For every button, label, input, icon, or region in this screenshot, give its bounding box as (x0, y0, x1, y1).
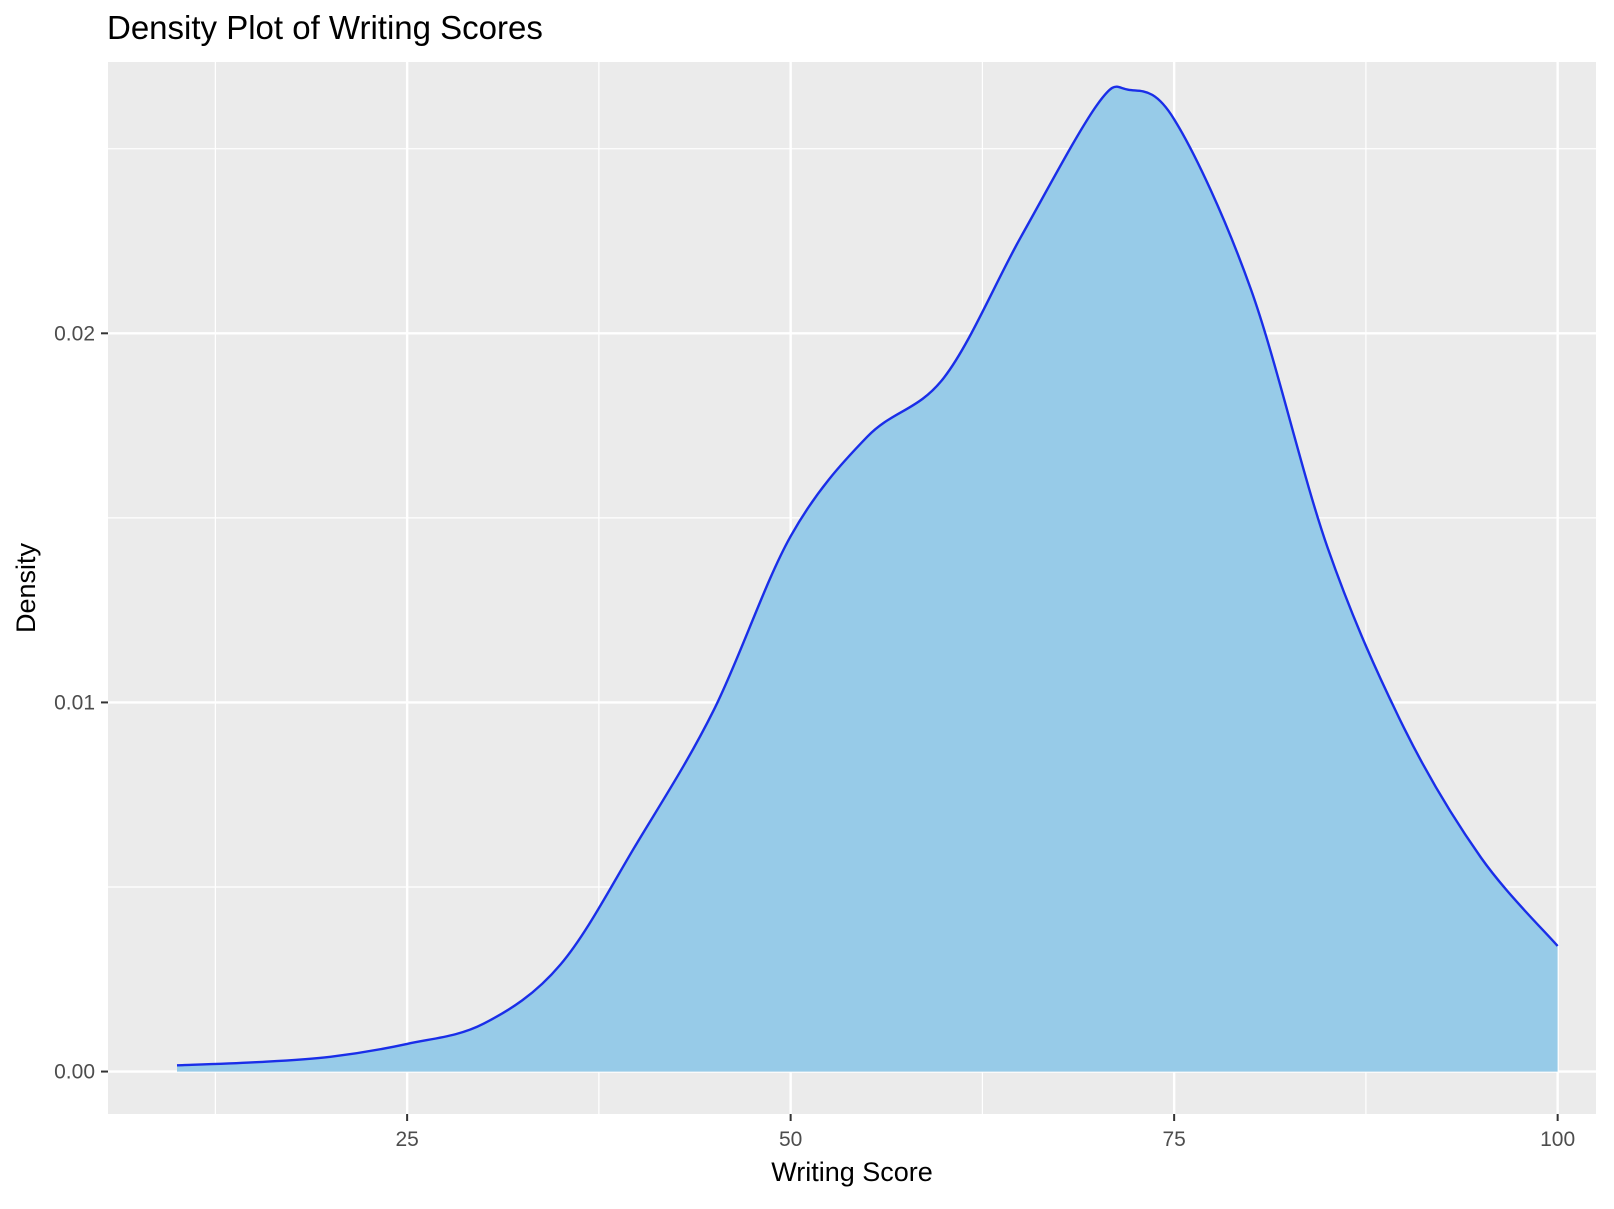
x-tick-label: 75 (1162, 1128, 1185, 1151)
x-tick-label: 50 (779, 1128, 802, 1151)
y-axis-title: Density (11, 542, 41, 633)
chart-title: Density Plot of Writing Scores (107, 9, 543, 46)
y-tick-label: 0.02 (54, 322, 95, 345)
x-tick-label: 100 (1540, 1128, 1575, 1151)
x-axis-title: Writing Score (771, 1157, 933, 1187)
y-axis: 0.00 0.01 0.02 (54, 322, 108, 1084)
x-axis: 25 50 75 100 (395, 1114, 1575, 1151)
x-tick-label: 25 (395, 1128, 418, 1151)
density-area (177, 86, 1558, 1072)
y-tick-label: 0.01 (54, 691, 95, 714)
y-tick-label: 0.00 (54, 1061, 95, 1084)
density-line (176, 85, 1559, 1067)
